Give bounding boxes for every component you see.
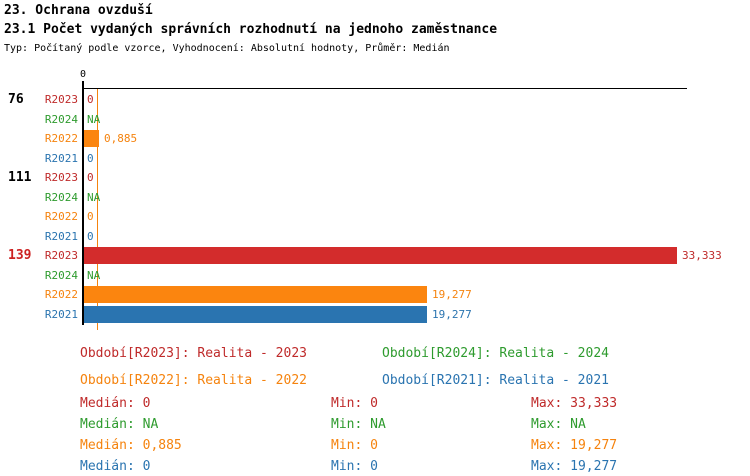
bar-value-label: 33,333	[682, 249, 722, 262]
bar-value-label: NA	[87, 191, 101, 204]
series-row-label-r2022: R2022	[44, 210, 78, 223]
bar-r2022	[84, 130, 99, 147]
min-stat-r2021: Min: 0	[331, 459, 378, 474]
bar-r2023	[84, 247, 677, 264]
bar-value-label: 0	[87, 230, 94, 243]
legend-item-r2022: Období[R2022]: Realita - 2022	[80, 373, 307, 388]
median-stat-r2022: Medián: 0,885	[80, 438, 182, 453]
median-stat-r2023: Medián: 0	[80, 396, 151, 411]
median-stat-r2021: Medián: 0	[80, 459, 151, 474]
median-marker-line	[97, 89, 98, 330]
page-title: 23. Ochrana ovzduší	[4, 3, 153, 18]
bar-value-label: 0	[87, 171, 94, 184]
max-stat-r2021: Max: 19,277	[531, 459, 618, 474]
chart-title: 23.1 Počet vydaných správních rozhodnutí…	[4, 22, 498, 37]
y-axis-line	[82, 81, 84, 325]
max-stat-r2022: Max: 19,277	[531, 438, 618, 453]
max-stat-r2024: Max: NA	[531, 417, 586, 432]
legend-item-r2023: Období[R2023]: Realita - 2023	[80, 346, 307, 361]
bar-r2021	[84, 306, 427, 323]
bar-value-label: 0	[87, 152, 94, 165]
legend-item-r2021: Období[R2021]: Realita - 2021	[382, 373, 609, 388]
bar-r2022	[84, 286, 427, 303]
series-row-label-r2021: R2021	[44, 152, 78, 165]
bar-value-label: 19,277	[432, 308, 472, 321]
max-stat-r2023: Max: 33,333	[531, 396, 618, 411]
series-row-label-r2023: R2023	[44, 93, 78, 106]
series-row-label-r2021: R2021	[44, 308, 78, 321]
x-axis-line	[82, 88, 687, 89]
series-row-label-r2024: R2024	[44, 269, 78, 282]
bar-value-label: NA	[87, 113, 101, 126]
chart-subtitle: Typ: Počítaný podle vzorce, Vyhodnocení:…	[4, 43, 450, 54]
series-row-label-r2023: R2023	[44, 249, 78, 262]
series-row-label-r2024: R2024	[44, 191, 78, 204]
bar-value-label: 0	[87, 210, 94, 223]
group-label: 111	[8, 170, 32, 185]
bar-value-label: 0	[87, 93, 94, 106]
group-label: 139	[8, 248, 32, 263]
series-row-label-r2021: R2021	[44, 230, 78, 243]
series-row-label-r2022: R2022	[44, 288, 78, 301]
legend-item-r2024: Období[R2024]: Realita - 2024	[382, 346, 609, 361]
bar-value-label: NA	[87, 269, 101, 282]
x-axis-zero-tick-label: 0	[79, 69, 87, 80]
median-stat-r2024: Medián: NA	[80, 417, 159, 432]
bar-value-label: 0,885	[104, 132, 138, 145]
series-row-label-r2024: R2024	[44, 113, 78, 126]
group-label: 76	[8, 92, 24, 107]
bar-value-label: 19,277	[432, 288, 472, 301]
series-row-label-r2023: R2023	[44, 171, 78, 184]
min-stat-r2024: Min: NA	[331, 417, 386, 432]
series-row-label-r2022: R2022	[44, 132, 78, 145]
min-stat-r2022: Min: 0	[331, 438, 378, 453]
min-stat-r2023: Min: 0	[331, 396, 378, 411]
